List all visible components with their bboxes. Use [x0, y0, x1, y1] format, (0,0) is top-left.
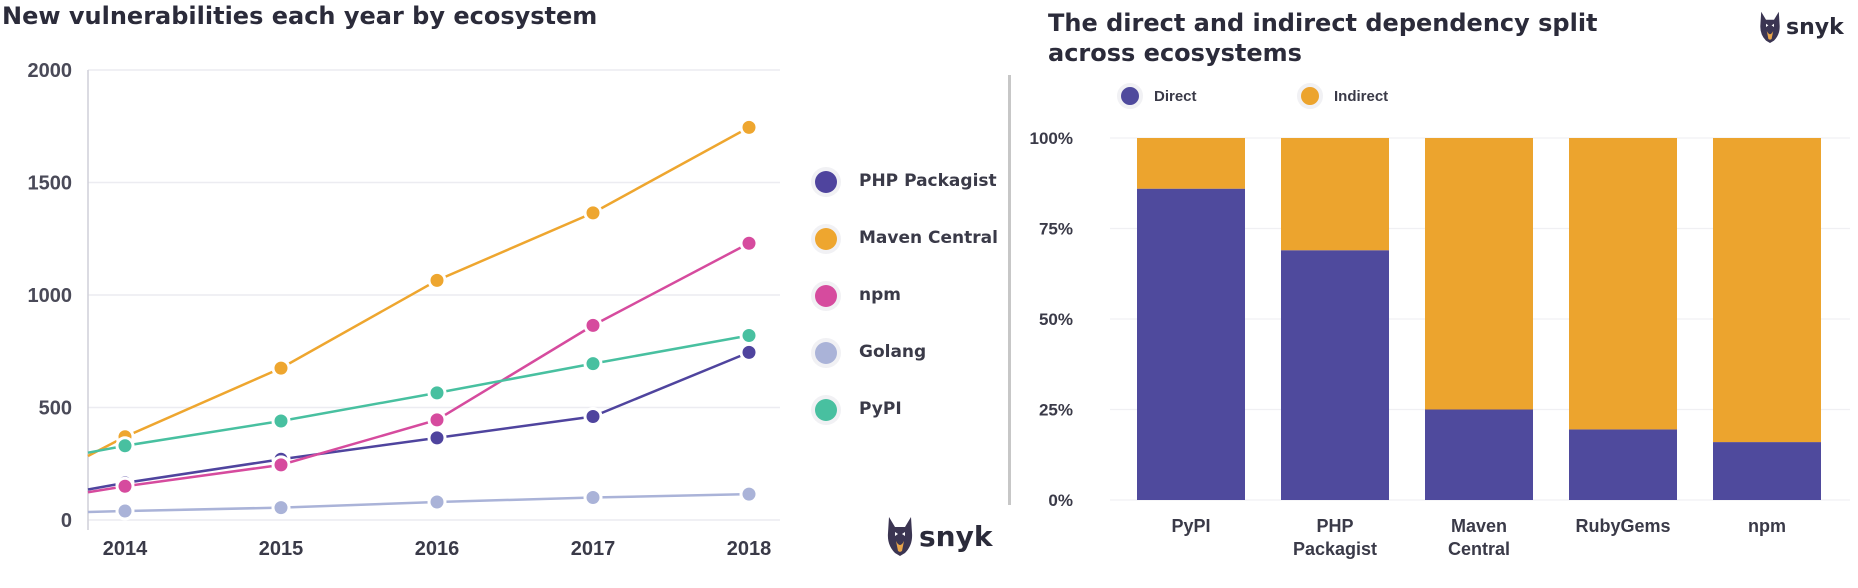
snyk-wordmark: snyk [919, 519, 993, 553]
line-chart: 0 500 1000 1500 2000 2014 2015 2016 2017 2018 [28, 60, 780, 560]
dependency-split-panel: The direct and indirect dependency split… [1010, 0, 1858, 588]
y-tick-label: 25% [1039, 401, 1073, 420]
snyk-logo: snyk [885, 515, 992, 557]
x-tick-label: PyPI [1171, 516, 1210, 536]
y-tick-label: 50% [1039, 310, 1073, 329]
legend-label: PyPI [859, 399, 902, 419]
legend-label: Golang [859, 342, 927, 362]
legend-label: Maven Central [859, 228, 998, 248]
stacked-bar-chart: 0% 25% 50% 75% 100% Direct Indirect PyPI PHP Pack… [1030, 83, 1850, 559]
x-tick-label: npm [1748, 516, 1786, 536]
legend-item: Indirect [1297, 83, 1388, 109]
data-point-pypi [427, 383, 447, 403]
bar-segment-indirect [1713, 138, 1821, 443]
bar-segment-direct [1137, 188, 1245, 500]
legend-item: Maven Central [805, 220, 1005, 254]
data-point-npm [427, 410, 447, 430]
bar-chart-title: The direct and indirect dependency split… [1048, 9, 1598, 67]
y-tick-label: 500 [39, 398, 72, 420]
y-tick-label: 0% [1048, 491, 1073, 510]
series-line-maven [87, 126, 750, 458]
legend-item: Direct [1117, 83, 1197, 109]
data-point-maven [271, 358, 291, 378]
legend-item: PHP Packagist [805, 163, 1005, 197]
legend-label: npm [859, 285, 901, 305]
x-tick-label: Maven Central [1448, 516, 1510, 559]
legend-item: Golang [805, 334, 1005, 368]
series-line-npm [87, 242, 750, 494]
data-point-php [583, 407, 603, 426]
bar-segment-direct [1569, 429, 1677, 500]
data-point-golang [739, 484, 759, 504]
x-tick-label: RubyGems [1575, 516, 1670, 536]
x-tick-label: 2017 [571, 538, 616, 560]
series-line-golang [87, 492, 750, 514]
bar-segment-indirect [1425, 138, 1533, 410]
data-point-npm [583, 315, 603, 335]
bar-segment-indirect [1569, 138, 1677, 430]
data-point-maven [427, 270, 447, 290]
x-tick-label: 2014 [103, 538, 148, 560]
data-point-golang [271, 498, 291, 518]
data-point-php [427, 428, 447, 448]
snyk-wordmark: snyk [1786, 14, 1844, 40]
y-tick-label: 1500 [28, 173, 73, 195]
snyk-dog-icon [1760, 11, 1780, 44]
legend-swatch [1297, 83, 1323, 109]
data-point-golang [115, 501, 135, 521]
data-point-pypi [739, 326, 759, 345]
data-point-pypi [271, 411, 291, 431]
y-tick-label: 100% [1030, 129, 1073, 148]
y-tick-label: 0 [61, 510, 72, 532]
legend-swatch [815, 285, 837, 307]
x-tick-label: PHP Packagist [1293, 516, 1377, 559]
legend-label: PHP Packagist [859, 171, 997, 191]
data-point-pypi [583, 354, 603, 374]
legend-swatch [1117, 83, 1143, 109]
data-point-maven [583, 203, 603, 223]
x-tick-label: 2018 [727, 538, 772, 560]
vulnerabilities-panel: New vulnerabilities each year by ecosyst… [2, 2, 1005, 560]
series-line-php [87, 351, 750, 491]
data-point-golang [427, 492, 447, 512]
data-point-npm [739, 233, 759, 253]
data-point-golang [583, 488, 603, 507]
bar-segment-direct [1425, 409, 1533, 500]
legend-swatch [815, 171, 837, 193]
line-chart-title: New vulnerabilities each year by ecosyst… [2, 2, 598, 30]
y-tick-label: 2000 [28, 60, 73, 82]
y-tick-label: 1000 [28, 285, 73, 307]
data-point-npm [115, 476, 135, 496]
snyk-logo: snyk [1758, 10, 1844, 44]
data-point-npm [271, 455, 291, 475]
bar-segment-direct [1713, 442, 1821, 500]
legend-label: Direct [1154, 88, 1197, 105]
data-point-maven [739, 117, 759, 137]
legend-item: npm [805, 277, 1005, 311]
legend-label: Indirect [1334, 88, 1388, 105]
y-tick-label: 75% [1039, 220, 1073, 239]
legend-item: PyPI [805, 391, 1005, 425]
bar-segment-indirect [1137, 138, 1245, 189]
x-tick-label: 2016 [415, 538, 460, 560]
legend-swatch [815, 399, 837, 421]
bar-segment-indirect [1281, 138, 1389, 251]
x-tick-label: 2015 [259, 538, 304, 560]
panel-divider [1008, 75, 1011, 505]
data-point-php [739, 342, 759, 362]
legend-swatch [815, 342, 837, 364]
bar-segment-direct [1281, 250, 1389, 500]
legend-swatch [815, 228, 837, 250]
data-point-pypi [115, 436, 135, 456]
snyk-dog-icon [887, 517, 913, 556]
